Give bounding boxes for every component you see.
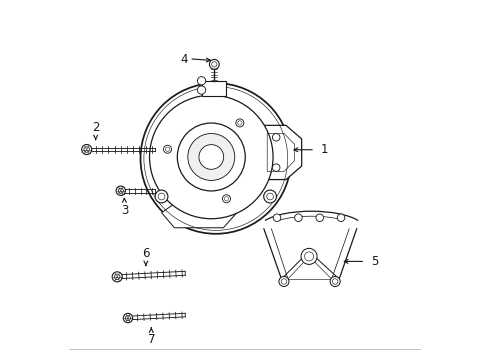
Circle shape — [123, 314, 132, 323]
Circle shape — [315, 214, 323, 221]
Circle shape — [199, 145, 223, 169]
Circle shape — [197, 86, 205, 94]
Circle shape — [294, 214, 302, 221]
Circle shape — [329, 276, 340, 287]
Circle shape — [301, 248, 316, 264]
Polygon shape — [262, 125, 301, 180]
Circle shape — [177, 123, 245, 191]
Text: 3: 3 — [121, 204, 128, 217]
Circle shape — [273, 214, 280, 221]
Polygon shape — [161, 204, 236, 228]
Text: 1: 1 — [320, 143, 327, 156]
Circle shape — [140, 83, 290, 234]
Circle shape — [163, 145, 171, 153]
Text: 4: 4 — [180, 53, 187, 66]
Circle shape — [187, 134, 234, 180]
Circle shape — [235, 119, 244, 127]
Circle shape — [112, 272, 122, 282]
Circle shape — [155, 190, 167, 203]
Circle shape — [81, 144, 92, 154]
Circle shape — [272, 134, 280, 141]
Circle shape — [149, 95, 272, 219]
Circle shape — [263, 190, 276, 203]
Circle shape — [337, 214, 344, 221]
Text: 5: 5 — [370, 255, 377, 268]
Circle shape — [197, 77, 205, 85]
Circle shape — [222, 195, 230, 203]
Circle shape — [272, 164, 280, 171]
Text: 6: 6 — [142, 247, 149, 260]
Text: 2: 2 — [92, 121, 99, 134]
Circle shape — [116, 186, 125, 195]
Circle shape — [278, 276, 288, 287]
Text: 7: 7 — [147, 333, 155, 346]
Circle shape — [209, 59, 219, 69]
FancyBboxPatch shape — [202, 81, 226, 96]
